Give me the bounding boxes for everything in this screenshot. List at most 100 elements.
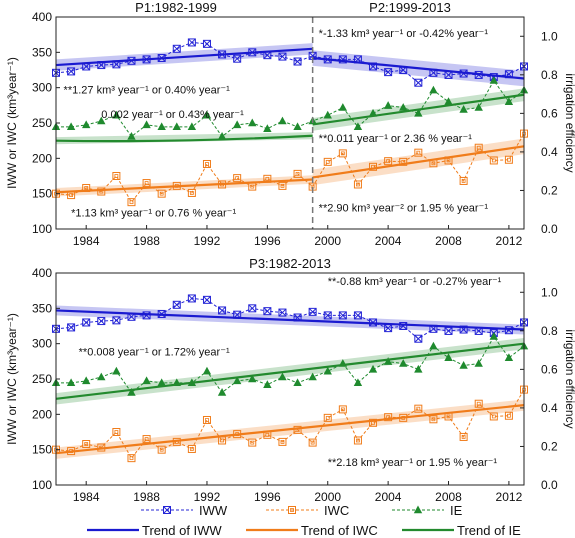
legend-label-ie: IE	[450, 503, 463, 518]
point-ie-2002	[353, 122, 363, 131]
point-iwc-1992	[202, 415, 211, 424]
series-line-iww	[55, 41, 525, 84]
point-ie-2009	[459, 105, 468, 113]
y-right-tick-label: 0.4	[541, 145, 558, 159]
point-ie-1994	[232, 376, 242, 385]
series-line-iwc	[55, 389, 525, 460]
trend-annotation: **1.27 km³ year⁻¹ or 0.40% year⁻¹	[64, 84, 231, 96]
legend-marker-ie	[413, 505, 423, 514]
point-iww-1985	[97, 317, 106, 326]
point-ie-2008	[444, 353, 453, 361]
bottom-panel: 100 150 200 250 300 350 400 0.0 0.2 0.4 0.6 0.8 1.0 1…	[5, 256, 575, 504]
point-ie-1998	[293, 378, 302, 387]
point-iwc-1994	[233, 174, 242, 183]
point-iwc-1997	[278, 437, 287, 446]
point-ie-1988	[142, 376, 151, 385]
y-tick-label: 100	[32, 222, 52, 236]
point-ie-1992	[202, 110, 212, 119]
point-ie-2006	[414, 108, 423, 117]
legend: IWW IWC IE Trend of IWW Trend of IWC Trend of…	[87, 503, 521, 538]
point-ie-2001	[338, 103, 348, 111]
x-tick-label: 1988	[133, 234, 160, 248]
point-iwc-2002	[353, 180, 362, 189]
trend-annotation: **2.90 km³ year⁻² or 1.95 % year⁻¹	[319, 202, 489, 214]
y-axis-title: IWW or IWC (km³year⁻¹)	[5, 313, 19, 445]
point-iww-1992	[202, 295, 211, 304]
plot-frame	[55, 272, 525, 486]
x-tick-label: 1996	[254, 234, 281, 248]
legend-label-iwc: IWC	[324, 503, 349, 518]
x-tick-label: 2012	[496, 234, 523, 248]
trend-line-iww	[312, 56, 525, 80]
point-ie-2010	[474, 359, 483, 367]
point-ie-2011	[489, 332, 499, 340]
point-iww-1983	[67, 67, 76, 76]
y-tick-label: 100	[32, 478, 52, 492]
point-ie-1985	[97, 116, 106, 125]
point-iwc-1995	[248, 438, 257, 447]
y-tick-label: 350	[32, 301, 52, 315]
y-right-tick-label: 0.2	[541, 183, 558, 197]
legend-marker-iwc	[288, 506, 296, 514]
point-ie-2009	[459, 361, 468, 369]
y-right-tick-label: 0.6	[541, 106, 558, 120]
point-iww-1993	[218, 306, 227, 315]
top-panel: 100 150 200 250 300 350 400 0.0 0.2 0.4 0.6 0.8 1.0 1…	[5, 0, 575, 248]
point-ie-1988	[142, 120, 151, 129]
point-iww-2002	[353, 311, 362, 320]
x-tick-label: 2012	[496, 490, 523, 504]
x-tick-label: 2004	[375, 490, 402, 504]
legend-label-trend-iwc: Trend of IWC	[301, 523, 378, 538]
point-iww-2006	[414, 334, 423, 343]
point-ie-2000	[323, 366, 332, 375]
point-iwc-2004	[384, 157, 393, 166]
point-ie-1986	[112, 366, 121, 375]
point-ie-2002	[353, 378, 363, 387]
point-iww-1995	[248, 304, 257, 313]
trend-line-ie	[312, 93, 525, 126]
point-iww-1996	[263, 307, 272, 316]
point-iww-2006	[414, 78, 423, 87]
point-ie-1996	[263, 380, 272, 388]
x-tick-label: 1992	[194, 234, 221, 248]
point-iwc-2010	[474, 143, 483, 152]
point-iww-2004	[384, 68, 393, 77]
point-ie-2005	[399, 103, 408, 111]
point-ie-1990	[172, 122, 181, 131]
y-tick-label: 400	[32, 266, 52, 280]
y-right-tick-label: 0.8	[541, 68, 558, 82]
point-iwc-1991	[187, 444, 196, 453]
point-iwc-2012	[504, 155, 513, 164]
trend-line-iwc	[55, 404, 525, 455]
trend-line-ie	[55, 134, 313, 143]
point-iwc-2000	[323, 157, 332, 166]
point-ie-2005	[399, 359, 408, 367]
point-iwc-1998	[293, 169, 302, 178]
point-ie-2000	[323, 110, 332, 119]
point-iww-2001	[338, 311, 347, 320]
point-iwc-1991	[187, 188, 196, 197]
point-iww-1994	[233, 54, 242, 63]
point-iww-1990	[172, 300, 181, 309]
y-right-tick-label: 0.0	[541, 222, 558, 236]
point-ie-2011	[489, 76, 499, 84]
point-ie-1987	[127, 131, 136, 140]
series-line-ie	[56, 79, 525, 138]
point-iww-1999	[308, 307, 317, 316]
point-iwc-2009	[459, 176, 468, 185]
point-ie-1995	[248, 118, 257, 127]
point-iwc-2011	[489, 412, 498, 421]
legend-marker-iww	[163, 506, 171, 514]
trend-line-iwc	[312, 145, 525, 179]
point-ie-1999	[308, 372, 317, 381]
trend-annotation: **2.18 km³ year⁻¹ or 1.95 % year⁻¹	[328, 457, 498, 469]
trend-annotation: **0.011 year⁻¹ or 2.36 % year⁻¹	[319, 133, 473, 145]
y-tick-label: 300	[32, 81, 52, 95]
y-axis-title: IWW or IWC (km³year⁻¹)	[5, 57, 19, 189]
y-right-tick-label: 1.0	[541, 285, 558, 299]
point-iww-1992	[202, 39, 211, 48]
point-iww-1984	[82, 318, 91, 327]
point-ie-1995	[248, 374, 257, 383]
point-iwc-1988	[142, 435, 151, 444]
